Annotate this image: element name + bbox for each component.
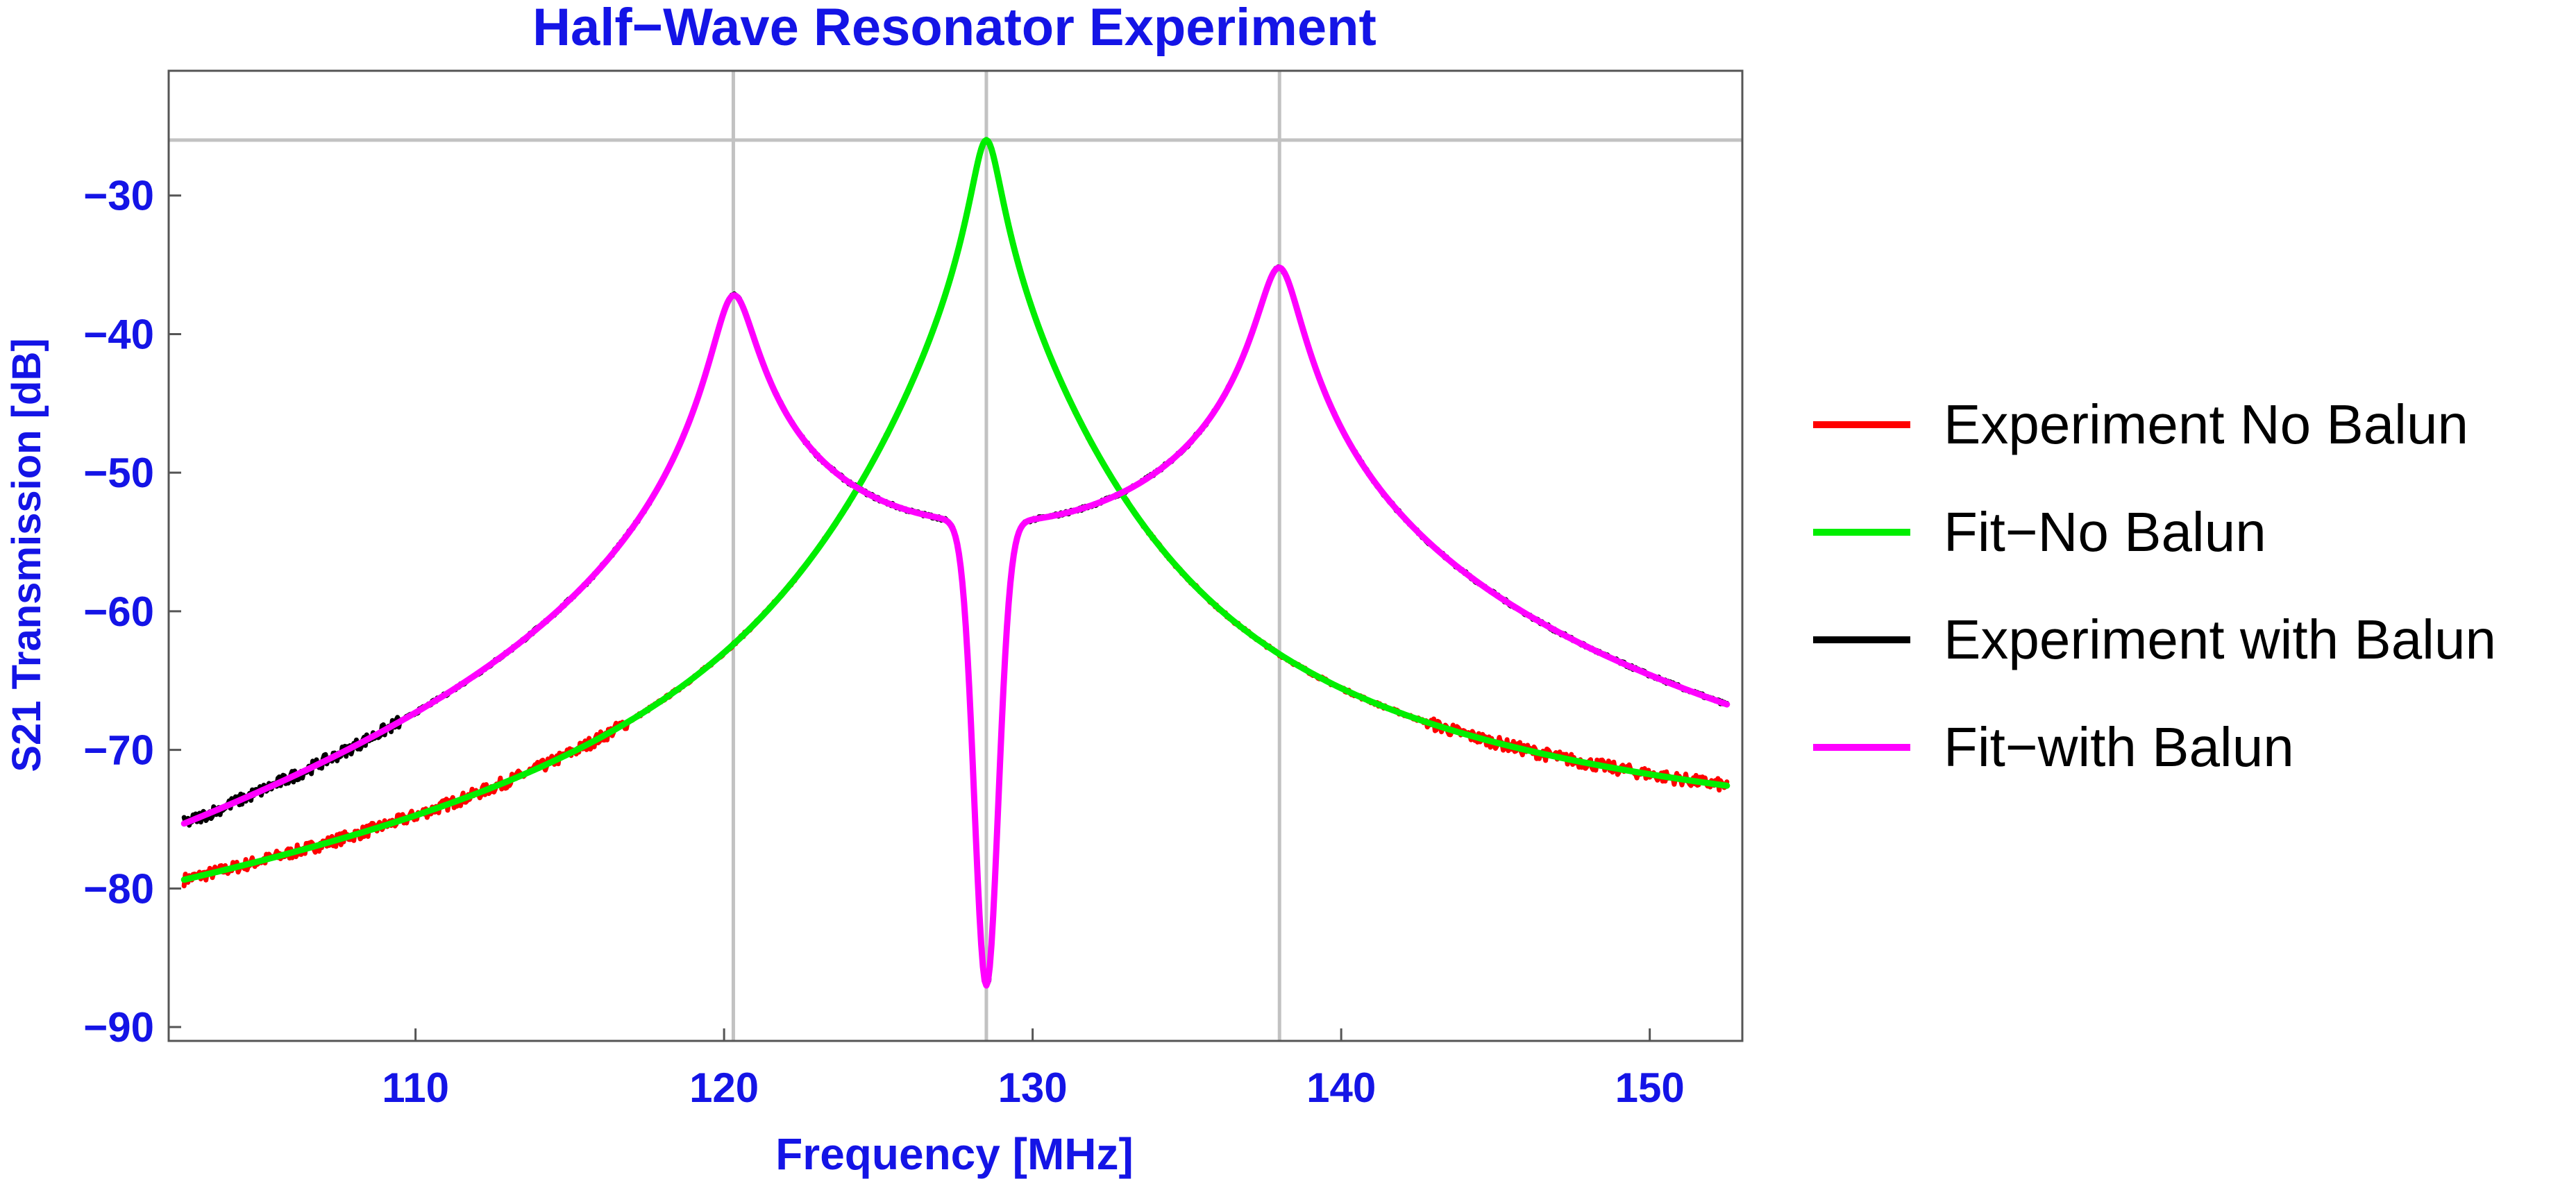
y-tick-label: −80 bbox=[83, 865, 154, 912]
y-tick-label: −30 bbox=[83, 173, 154, 219]
chart-title: Half−Wave Resonator Experiment bbox=[532, 0, 1377, 57]
legend-label: Experiment No Balun bbox=[1944, 393, 2468, 455]
x-tick-label: 130 bbox=[998, 1065, 1068, 1111]
legend-label: Experiment with Balun bbox=[1944, 609, 2496, 670]
x-tick-label: 120 bbox=[689, 1065, 759, 1111]
reference-lines bbox=[169, 71, 1742, 1041]
y-tick-label: −40 bbox=[83, 311, 154, 357]
series-line-3 bbox=[180, 264, 1731, 989]
legend-label: Fit−with Balun bbox=[1944, 716, 2294, 778]
x-tick-label: 150 bbox=[1615, 1065, 1685, 1111]
plot-frame bbox=[167, 69, 1744, 1042]
series-line-1 bbox=[180, 137, 1731, 883]
y-axis-label: S21 Transmission [dB] bbox=[4, 338, 49, 772]
y-tick-label: −50 bbox=[83, 450, 154, 496]
legend: Experiment No Balun Fit−No Balun Experimen… bbox=[1813, 393, 2496, 778]
x-tick-label: 110 bbox=[382, 1065, 449, 1111]
x-axis: 110 120 130 140 150 bbox=[382, 1028, 1685, 1111]
x-axis-label: Frequency [MHz] bbox=[775, 1129, 1134, 1179]
x-tick-label: 140 bbox=[1306, 1065, 1376, 1111]
y-tick-label: −90 bbox=[83, 1004, 154, 1051]
series-group bbox=[180, 137, 1731, 989]
legend-label: Fit−No Balun bbox=[1944, 501, 2266, 563]
y-axis: −30 −40 −50 −60 −70 −80 −90 bbox=[83, 173, 181, 1051]
y-tick-label: −60 bbox=[83, 588, 154, 635]
y-tick-label: −70 bbox=[83, 727, 154, 774]
